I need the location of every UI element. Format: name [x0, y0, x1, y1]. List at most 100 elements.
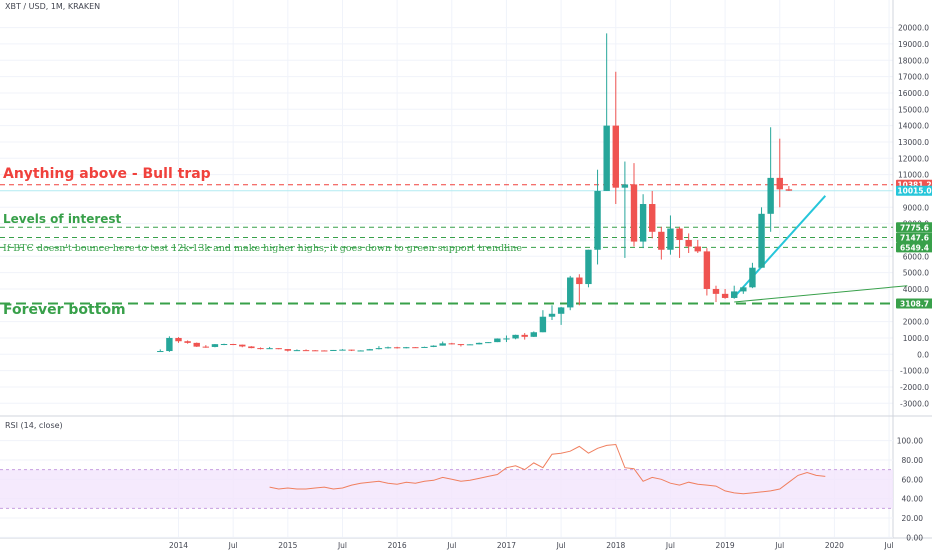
candle — [239, 344, 246, 348]
candle-body — [157, 351, 164, 353]
price-label-text: 10381.2 — [897, 181, 931, 190]
candle — [302, 349, 310, 352]
candle-body — [685, 239, 692, 247]
candle-body — [375, 348, 383, 350]
price-label-text: 7147.6 — [900, 234, 929, 243]
x-tick-label: Jul — [556, 541, 566, 550]
candle — [557, 306, 565, 325]
candle-body — [785, 189, 793, 191]
candle — [412, 347, 419, 349]
candle — [275, 348, 282, 350]
candle-body — [603, 125, 610, 191]
candle-body — [667, 228, 674, 250]
candle-body — [466, 344, 474, 346]
candle — [785, 186, 793, 191]
candle — [293, 349, 301, 352]
candle-body — [703, 251, 711, 289]
candle — [393, 346, 401, 349]
rsi-tick-label: 60.00 — [902, 475, 924, 484]
x-tick-label: 2018 — [606, 541, 625, 550]
candle — [220, 343, 228, 346]
candle — [494, 338, 501, 343]
candle — [403, 346, 410, 349]
x-tick-label: 2015 — [278, 541, 297, 550]
candle — [211, 344, 219, 348]
candle-body — [184, 341, 191, 343]
candle-body — [348, 349, 355, 351]
candle-body — [330, 349, 337, 351]
candle-body — [293, 350, 301, 352]
candle-body — [211, 344, 219, 347]
x-tick-label: Jul — [446, 541, 456, 550]
candle-body — [321, 350, 328, 352]
candle-body — [594, 190, 601, 250]
candle-body — [339, 349, 346, 351]
candle-body — [649, 204, 656, 232]
candle-body — [311, 350, 319, 352]
candle — [330, 349, 337, 351]
y-tick-label: -2000.0 — [900, 383, 929, 392]
rsi-tick-label: 20.00 — [902, 514, 924, 523]
x-tick-label: Jul — [774, 541, 784, 550]
candle — [348, 349, 355, 352]
candle — [193, 342, 200, 347]
candle — [257, 347, 264, 350]
candle — [166, 336, 173, 352]
y-tick-label: 1000.0 — [903, 334, 929, 343]
candle — [685, 233, 692, 254]
candle — [311, 350, 319, 352]
y-tick-label: 11000.0 — [898, 171, 929, 180]
candle-body — [621, 184, 629, 188]
rsi-tick-label: 0.00 — [906, 533, 923, 542]
y-tick-label: -3000.0 — [900, 399, 929, 408]
y-tick-label: 5000.0 — [903, 269, 929, 278]
candle-body — [485, 342, 492, 344]
y-tick-label: 2000.0 — [903, 318, 929, 327]
candle — [721, 288, 729, 299]
price-label-box — [896, 242, 932, 253]
candle — [576, 274, 583, 306]
candle — [594, 169, 601, 265]
candle-body — [721, 293, 729, 298]
x-tick-label: Jul — [665, 541, 675, 550]
candle-body — [776, 177, 783, 190]
candle-body — [457, 344, 465, 346]
candle — [175, 337, 182, 343]
candle-body — [166, 337, 173, 352]
candle — [466, 344, 474, 346]
candle — [612, 71, 619, 205]
candle-body — [712, 288, 720, 294]
candle — [567, 275, 574, 311]
candle-body — [384, 347, 392, 349]
candle-body — [494, 338, 501, 343]
candle — [457, 344, 465, 347]
x-tick-label: 2020 — [825, 541, 844, 550]
candle-body — [567, 277, 574, 308]
candle-body — [266, 348, 273, 350]
candle-body — [193, 342, 200, 347]
y-tick-label: 4000.0 — [903, 285, 929, 294]
candle-body — [612, 125, 619, 188]
candle — [740, 286, 747, 294]
price-label-text: 7775.6 — [900, 223, 929, 232]
candle — [184, 340, 191, 344]
candle — [266, 346, 273, 350]
y-tick-label: 9000.0 — [903, 203, 929, 212]
candle — [366, 348, 374, 351]
candle — [475, 342, 483, 345]
y-tick-label: 20000.0 — [898, 24, 929, 33]
candle — [248, 346, 255, 349]
x-tick-label: Jul — [228, 541, 238, 550]
candle — [630, 163, 638, 247]
candle — [731, 285, 738, 299]
candle-body — [658, 231, 665, 250]
chart-title: XBT / USD, 1M, KRAKEN — [5, 2, 101, 11]
candle — [585, 249, 592, 288]
price-label-box — [896, 232, 932, 243]
candle — [202, 345, 210, 348]
candle-body — [557, 307, 565, 314]
candle — [603, 33, 610, 191]
candle — [530, 331, 537, 337]
rsi-line — [269, 443, 826, 495]
